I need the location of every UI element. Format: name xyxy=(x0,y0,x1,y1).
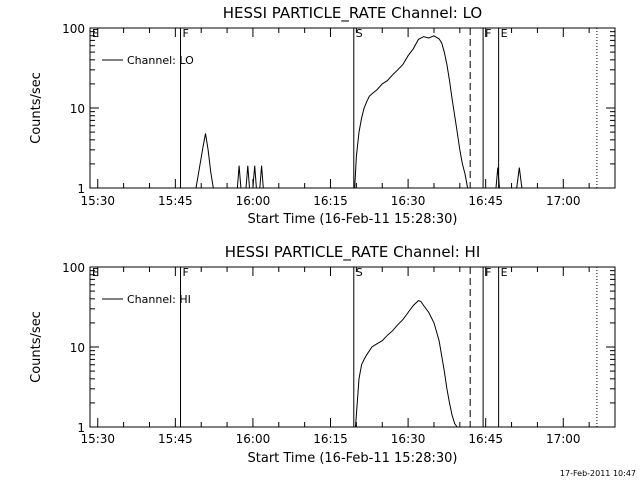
panel-hi: HESSI PARTICLE_RATE Channel: HI Counts/se… xyxy=(29,243,616,466)
chart-title: HESSI PARTICLE_RATE Channel: HI xyxy=(225,243,481,262)
x-tick-label: 16:30 xyxy=(391,194,426,208)
x-axis-label: Start Time (16-Feb-11 15:28:30) xyxy=(248,212,458,227)
series-line-segment xyxy=(495,167,500,189)
flag-label: E xyxy=(501,266,508,279)
x-tick-label: 15:45 xyxy=(158,194,193,208)
y-axis-label: Counts/sec xyxy=(29,72,44,144)
series-line-segment xyxy=(245,165,250,189)
x-tick-label: 16:45 xyxy=(468,194,503,208)
x-tick-label: 16:45 xyxy=(468,432,503,446)
flag-label: F xyxy=(485,266,491,279)
y-tick-label: 100 xyxy=(62,22,85,36)
flag-label: E xyxy=(501,27,508,40)
x-tick-label: 17:00 xyxy=(546,194,581,208)
y-tick-label: 100 xyxy=(62,261,85,275)
x-tick-label: 17:00 xyxy=(546,432,581,446)
flag-label: E xyxy=(92,266,99,279)
series-line-segment xyxy=(236,165,242,189)
x-tick-label: 16:00 xyxy=(236,432,271,446)
x-tick-label: 15:30 xyxy=(80,194,115,208)
legend-label: Channel: LO xyxy=(127,54,194,67)
flag-label: F xyxy=(183,27,189,40)
series-line-segment xyxy=(355,300,458,428)
x-tick-label: 15:30 xyxy=(80,432,115,446)
legend-label: Channel: HI xyxy=(127,293,191,306)
y-tick-label: 1 xyxy=(77,182,85,196)
flag-label: F xyxy=(485,27,491,40)
y-tick-label: 10 xyxy=(70,102,85,116)
y-axis-label: Counts/sec xyxy=(29,311,44,383)
flag-label: S xyxy=(356,266,363,279)
series-line-segment xyxy=(259,165,264,189)
flag-label: S xyxy=(356,27,363,40)
flag-label: F xyxy=(183,266,189,279)
x-tick-label: 15:45 xyxy=(158,432,193,446)
series-line-segment xyxy=(252,165,257,189)
x-axis-label: Start Time (16-Feb-11 15:28:30) xyxy=(248,451,458,466)
flag-label: E xyxy=(92,27,99,40)
chart-title: HESSI PARTICLE_RATE Channel: LO xyxy=(223,4,482,23)
panel-lo: HESSI PARTICLE_RATE Channel: LO Counts/se… xyxy=(29,4,616,227)
series-line-segment xyxy=(516,167,523,189)
plot-frame xyxy=(89,27,616,189)
plot-frame xyxy=(89,266,616,428)
series-line-segment xyxy=(195,133,214,189)
x-tick-label: 16:30 xyxy=(391,432,426,446)
footer-timestamp: 17-Feb-2011 10:47 xyxy=(560,469,636,478)
series-line-segment xyxy=(354,35,469,189)
y-tick-label: 1 xyxy=(77,421,85,435)
y-tick-label: 10 xyxy=(70,341,85,355)
x-tick-label: 16:15 xyxy=(313,194,348,208)
x-tick-label: 16:15 xyxy=(313,432,348,446)
x-tick-label: 16:00 xyxy=(236,194,271,208)
